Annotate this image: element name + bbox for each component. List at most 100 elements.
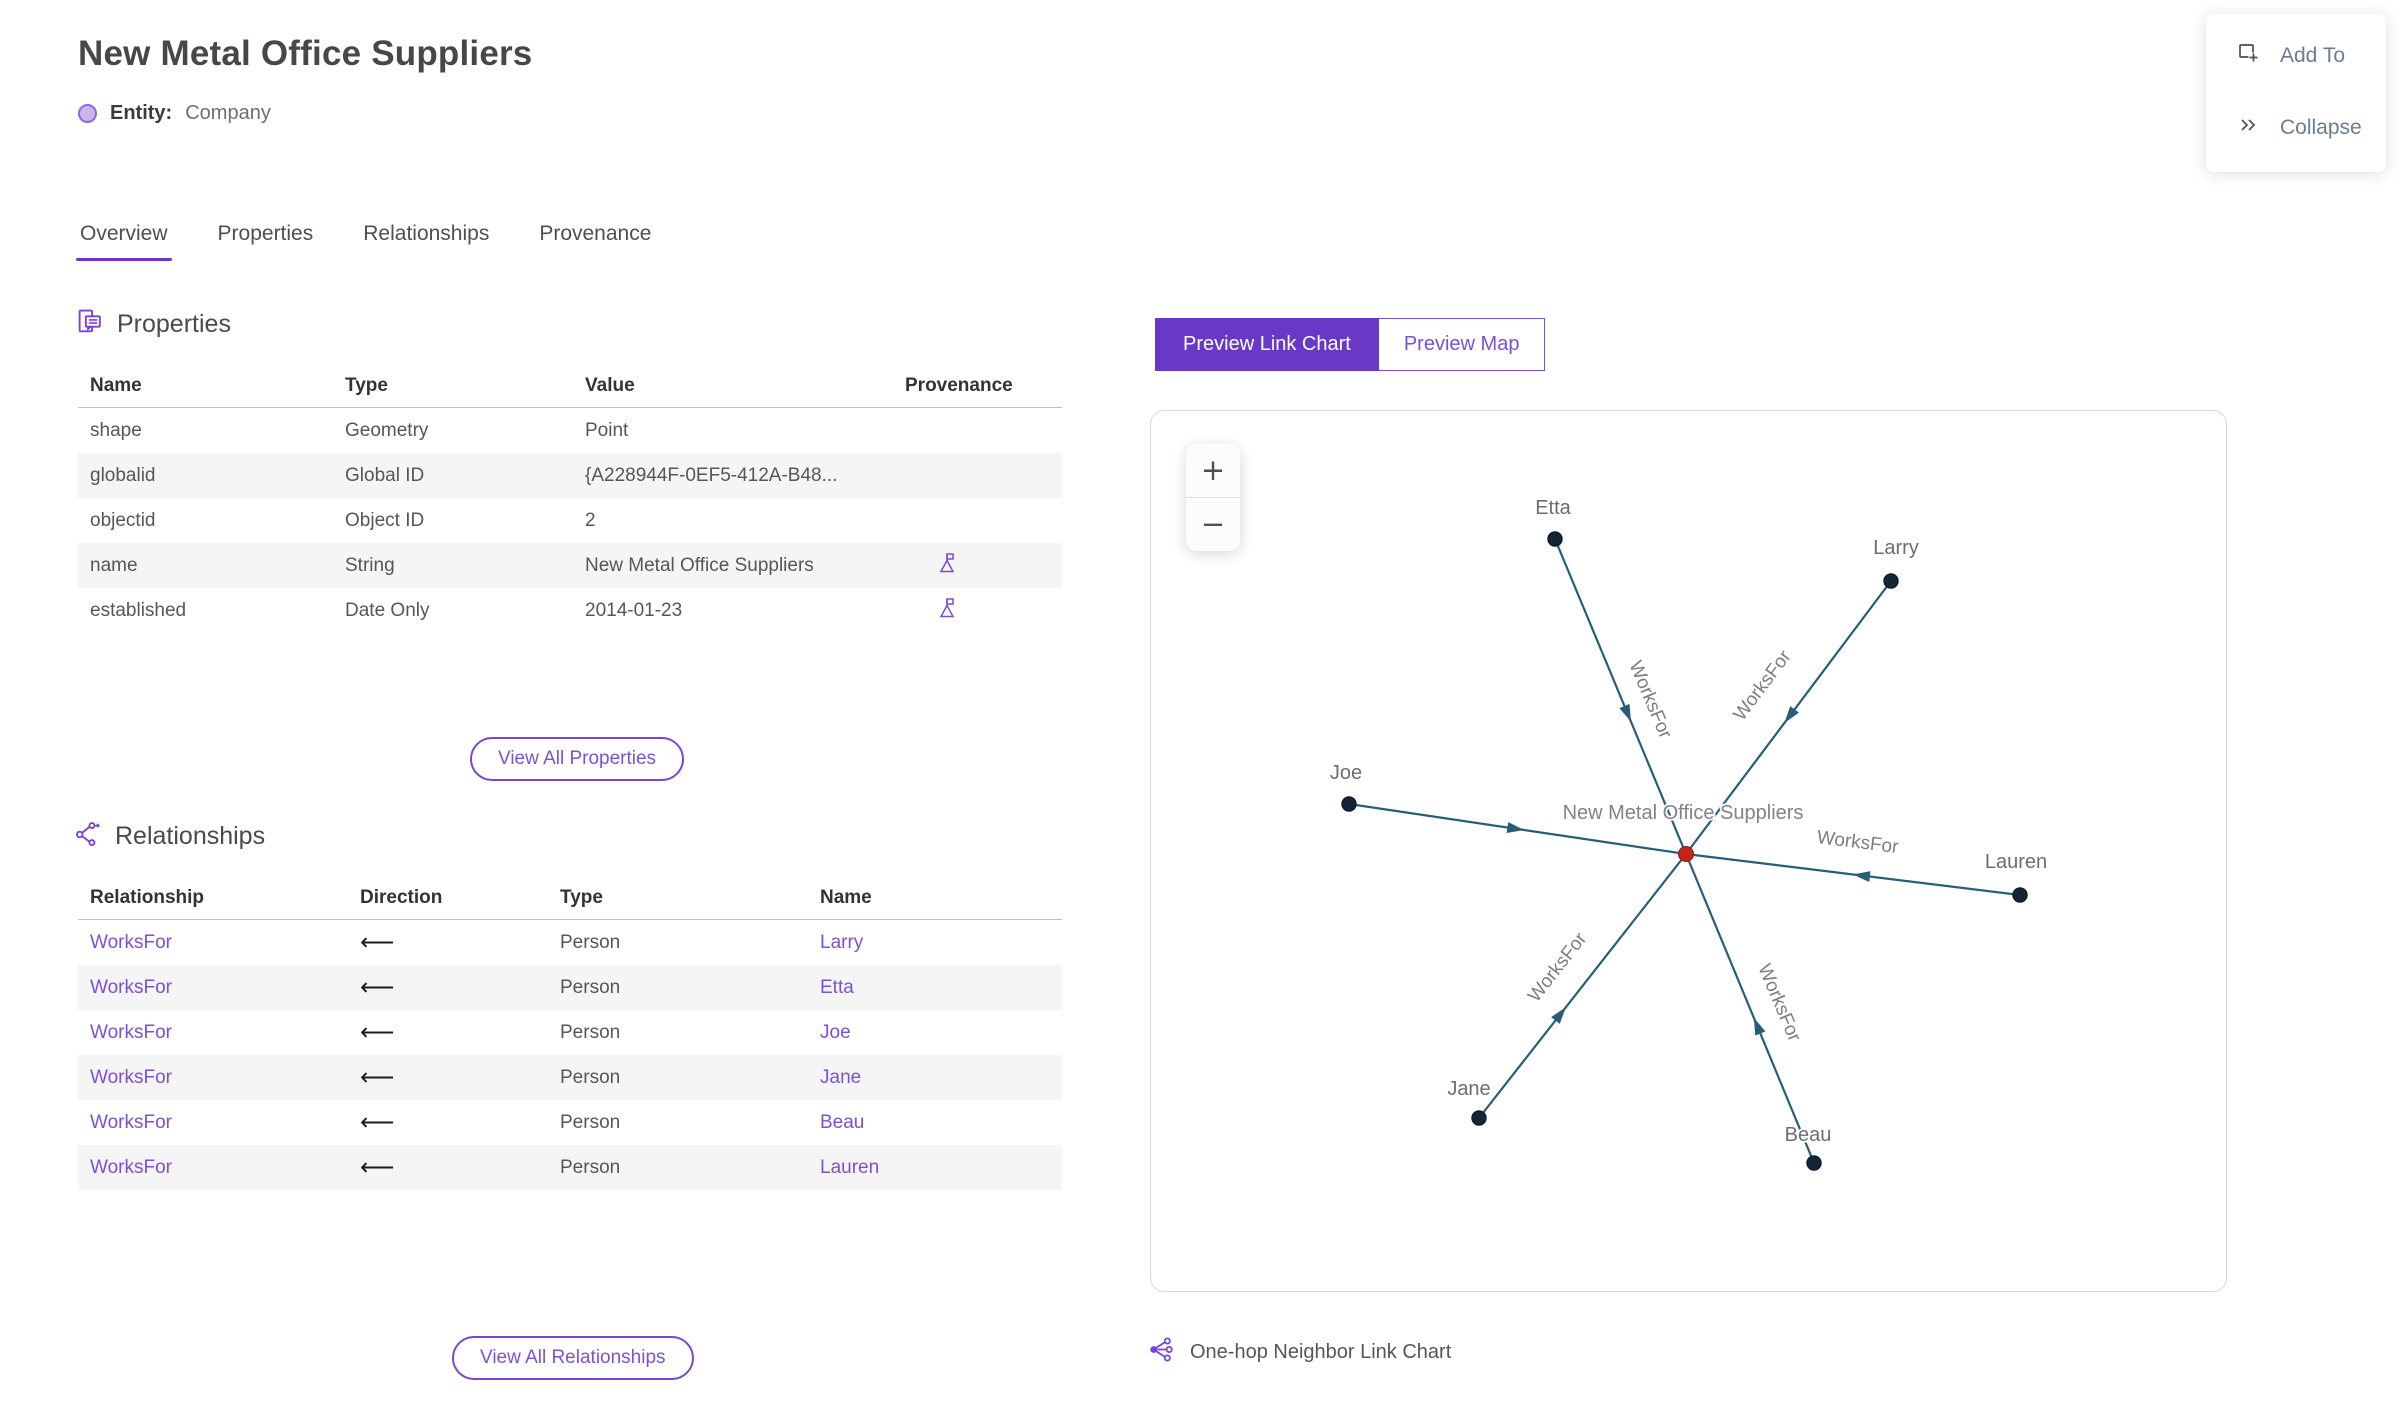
property-row: established Date Only 2014-01-23 (78, 588, 1062, 633)
relationship-direction-cell: ⟵ (360, 1110, 560, 1136)
relationship-name-link[interactable]: Lauren (820, 1156, 880, 1178)
properties-section-title: Properties (117, 310, 231, 338)
relationship-entity-type: Person (560, 931, 621, 953)
direction-arrow-icon: ⟵ (360, 974, 395, 1001)
direction-arrow-icon: ⟵ (360, 1064, 395, 1091)
relationship-row: WorksFor ⟵ Person Jane (78, 1055, 1062, 1100)
direction-arrow-icon: ⟵ (360, 1019, 395, 1046)
direction-arrow-icon: ⟵ (360, 1154, 395, 1181)
tab-relationships[interactable]: Relationships (361, 222, 491, 261)
edge-arrowhead (1506, 822, 1525, 833)
provenance-flag-icon[interactable] (935, 551, 959, 575)
link-chart-edge-etta[interactable] (1553, 538, 1688, 855)
link-chart-node-joe[interactable] (1341, 796, 1357, 812)
node-label: Larry (1873, 537, 1919, 559)
relationship-type-cell: WorksFor (90, 1112, 360, 1134)
properties-header-row: Name Type Value Provenance (78, 365, 1062, 408)
relationship-row: WorksFor ⟵ Person Larry (78, 920, 1062, 965)
edge-label: WorksFor (1624, 658, 1676, 742)
relationship-link[interactable]: WorksFor (90, 931, 172, 953)
property-type: Global ID (345, 464, 425, 486)
node-label: Etta (1535, 497, 1571, 519)
property-value: New Metal Office Suppliers (585, 554, 814, 576)
zoom-in-button[interactable]: + (1186, 444, 1240, 497)
column-header: Type (345, 375, 388, 396)
property-value: {A228944F-0EF5-412A-B48... (585, 464, 838, 486)
preview-link-chart-button[interactable]: Preview Link Chart (1155, 318, 1379, 371)
link-chart-edge-jane[interactable] (1478, 853, 1687, 1119)
provenance-flag-icon[interactable] (935, 596, 959, 620)
property-row: objectid Object ID 2 (78, 498, 1062, 543)
zoom-controls: + − (1186, 444, 1240, 551)
one-hop-icon (1148, 1336, 1175, 1369)
relationship-direction-cell: ⟵ (360, 1155, 560, 1181)
tab-overview[interactable]: Overview (76, 222, 172, 261)
property-type: Object ID (345, 509, 425, 531)
link-chart-node-etta[interactable] (1547, 531, 1563, 547)
relationship-name-cell: Jane (820, 1067, 1062, 1089)
relationship-name-link[interactable]: Larry (820, 931, 864, 953)
relationship-link[interactable]: WorksFor (90, 1021, 172, 1043)
column-header: Provenance (905, 375, 1013, 396)
relationship-direction-cell: ⟵ (360, 1020, 560, 1046)
relationship-name-link[interactable]: Joe (820, 1021, 851, 1043)
page-title: New Metal Office Suppliers (78, 34, 533, 73)
collapse-button[interactable]: Collapse (2206, 112, 2386, 144)
properties-table: Name Type Value Provenance shape Geometry Poi… (78, 365, 1062, 633)
property-row: name String New Metal Office Suppliers (78, 543, 1062, 588)
relationship-link[interactable]: WorksFor (90, 1111, 172, 1133)
preview-map-button[interactable]: Preview Map (1378, 318, 1546, 371)
relationship-link[interactable]: WorksFor (90, 1066, 172, 1088)
node-label: Joe (1330, 762, 1362, 784)
column-header: Relationship (90, 887, 205, 908)
property-name: shape (90, 419, 142, 441)
collapse-label: Collapse (2280, 116, 2362, 139)
chart-caption-label: One-hop Neighbor Link Chart (1190, 1341, 1452, 1363)
relationship-link[interactable]: WorksFor (90, 1156, 172, 1178)
edge-label: WorksFor (1816, 827, 1901, 858)
relationship-name-cell: Larry (820, 932, 1062, 954)
relationship-type-cell: WorksFor (90, 1157, 360, 1179)
link-chart-edge-beau[interactable] (1684, 853, 1816, 1164)
relationship-type-cell: WorksFor (90, 1022, 360, 1044)
chart-caption: One-hop Neighbor Link Chart (1148, 1336, 1451, 1369)
quick-actions-panel: Add To Collapse (2206, 14, 2386, 172)
relationship-direction-cell: ⟵ (360, 930, 560, 956)
property-value: 2014-01-23 (585, 599, 683, 621)
relationship-row: WorksFor ⟵ Person Joe (78, 1010, 1062, 1055)
node-label: Beau (1785, 1124, 1832, 1146)
tab-properties[interactable]: Properties (216, 222, 316, 261)
link-chart-center-label: New Metal Office Suppliers (1563, 802, 1804, 824)
relationship-name-link[interactable]: Etta (820, 976, 854, 998)
link-chart-node-jane[interactable] (1471, 1110, 1487, 1126)
relationship-link[interactable]: WorksFor (90, 976, 172, 998)
node-label: Jane (1447, 1078, 1490, 1100)
add-to-button[interactable]: Add To (2206, 40, 2386, 72)
relationship-name-link[interactable]: Jane (820, 1066, 862, 1088)
view-all-properties-button[interactable]: View All Properties (470, 737, 685, 781)
entity-row: Entity: Company (78, 102, 271, 125)
edge-arrowhead (1853, 871, 1871, 883)
link-chart-center-node[interactable] (1678, 846, 1694, 862)
link-chart-panel: + − WorksFor WorksFor WorksFor WorksFor Work… (1150, 410, 2227, 1292)
relationship-name-cell: Etta (820, 977, 1062, 999)
relationship-name-cell: Joe (820, 1022, 1062, 1044)
tab-provenance[interactable]: Provenance (537, 222, 653, 261)
property-row: shape Geometry Point (78, 408, 1062, 453)
tab-bar: Overview Properties Relationships Provenanc… (76, 222, 653, 261)
relationships-table: Relationship Direction Type Name WorksFor ⟵ P… (78, 877, 1062, 1190)
property-value: 2 (585, 509, 596, 531)
column-header: Value (585, 375, 635, 396)
relationship-entity-type: Person (560, 1156, 621, 1178)
link-chart-node-beau[interactable] (1806, 1155, 1822, 1171)
edge-arrowhead (1619, 703, 1631, 722)
zoom-out-button[interactable]: − (1186, 498, 1240, 551)
view-all-relationships-button[interactable]: View All Relationships (452, 1336, 694, 1380)
link-chart-node-lauren[interactable] (2012, 887, 2028, 903)
relationship-name-link[interactable]: Beau (820, 1111, 865, 1133)
column-header: Name (820, 887, 872, 908)
link-chart-node-larry[interactable] (1883, 573, 1899, 589)
properties-table-body: shape Geometry Point globalid Global ID {A228… (78, 408, 1062, 633)
entity-type-value: Company (185, 102, 271, 124)
